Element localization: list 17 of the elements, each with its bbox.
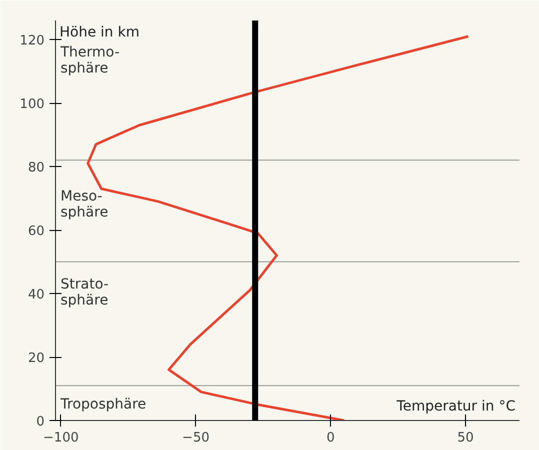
- annotation: Meso- sphäre: [60, 188, 108, 220]
- y-tick-label: 80: [28, 160, 45, 176]
- y-tick-label: 120: [20, 34, 45, 49]
- y-tick-label: 40: [28, 288, 45, 303]
- y-axis-title: Höhe in km: [60, 24, 140, 40]
- y-tick-label: 20: [28, 351, 45, 366]
- y-tick-label: 100: [20, 97, 45, 112]
- annotation: Strato- sphäre: [60, 276, 109, 308]
- x-tick-label: 0: [326, 430, 335, 446]
- y-tick-label: 0: [36, 414, 45, 430]
- annotation: Thermo- sphäre: [60, 44, 120, 76]
- y-tick-label: 60: [28, 224, 45, 240]
- annotation: Troposphäre: [60, 396, 146, 412]
- x-axis-title: Temperatur in °C: [396, 398, 516, 414]
- x-tick-label: −50: [182, 430, 210, 446]
- x-tick-label: −100: [43, 430, 79, 446]
- x-tick-label: 50: [457, 430, 474, 446]
